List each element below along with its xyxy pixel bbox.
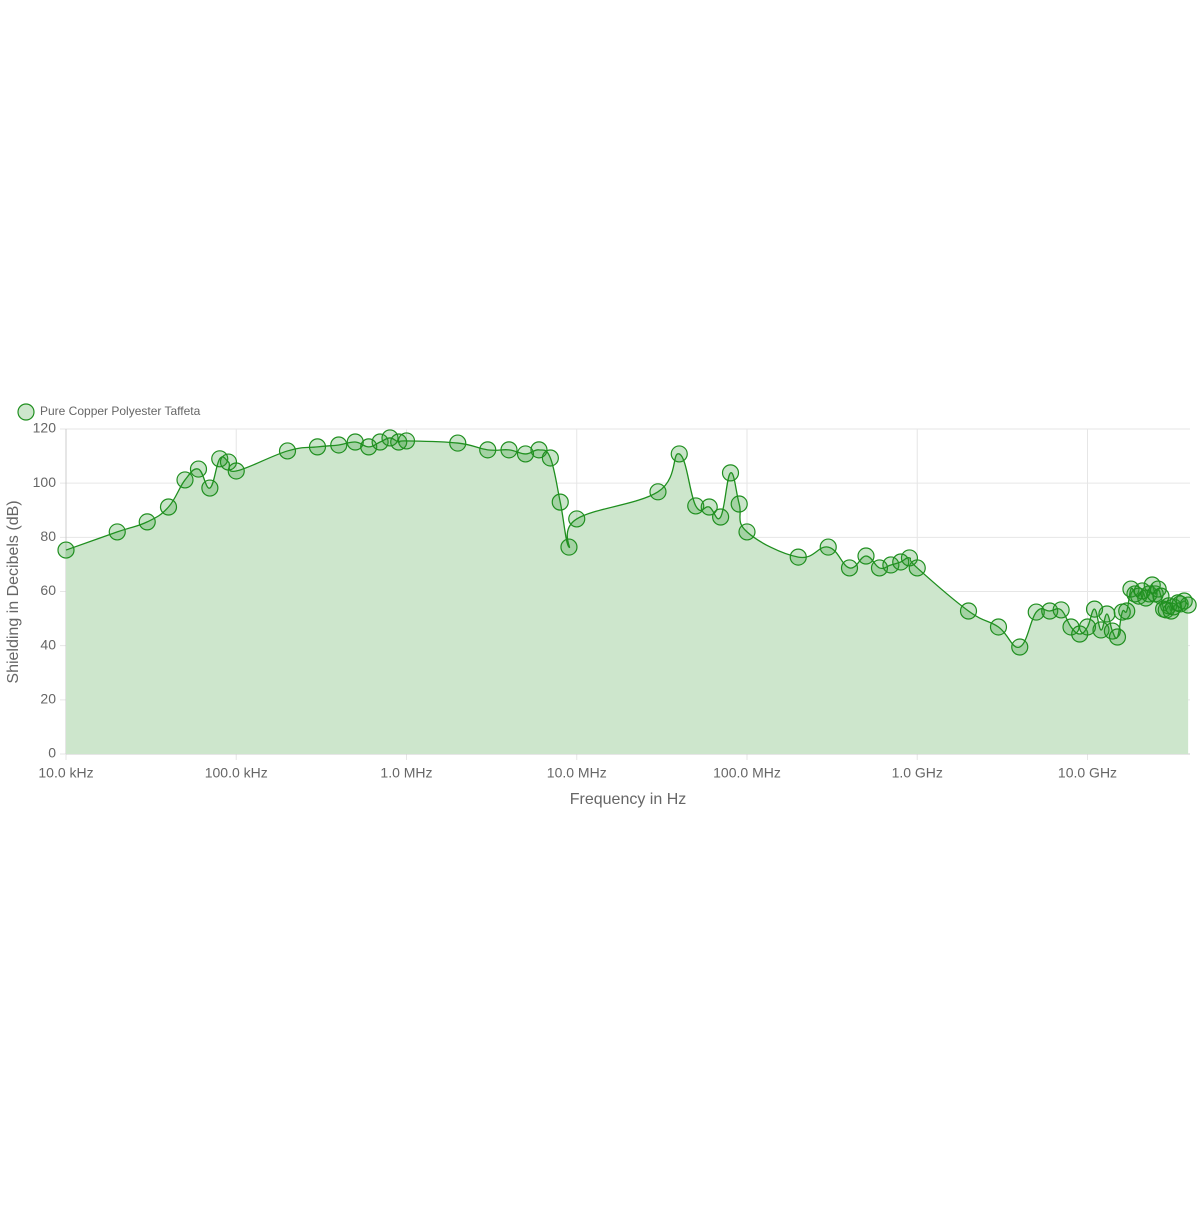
data-point (959, 602, 978, 620)
x-tick-label: 100.0 MHz (713, 765, 781, 781)
data-point (57, 541, 75, 559)
data-point (551, 493, 569, 511)
data-point (1027, 603, 1045, 621)
data-point (670, 445, 688, 463)
data-point (176, 471, 194, 489)
data-point (201, 479, 219, 497)
area-fill (66, 437, 1189, 754)
y-axis-title: Shielding in Decibels (dB) (5, 500, 22, 683)
data-point (730, 495, 748, 513)
data-point (892, 553, 910, 571)
data-point (189, 460, 208, 478)
data-point (568, 510, 586, 528)
data-point (479, 441, 497, 459)
data-point (712, 508, 730, 526)
data-point (308, 438, 327, 456)
y-tick-label: 100 (33, 474, 57, 490)
data-point (227, 462, 245, 480)
data-point (138, 513, 156, 531)
data-point (159, 498, 178, 516)
y-tick-label: 60 (40, 582, 56, 598)
data-point (330, 436, 348, 454)
y-tick-label: 120 (33, 420, 57, 436)
data-point (381, 429, 399, 447)
data-point (541, 449, 559, 467)
data-point (278, 442, 297, 460)
y-tick-label: 40 (40, 636, 56, 652)
data-point (108, 523, 126, 541)
data-point (516, 445, 535, 463)
y-tick-label: 80 (40, 528, 56, 544)
data-point (346, 433, 364, 451)
data-point (211, 450, 229, 468)
data-point (1108, 628, 1127, 646)
data-point (449, 434, 467, 452)
data-point (1078, 618, 1097, 636)
data-point (857, 547, 875, 565)
legend-label: Pure Copper Polyester Taffeta (40, 404, 201, 418)
data-point (840, 559, 859, 577)
data-point (560, 538, 578, 556)
data-point (397, 432, 416, 450)
data-point (500, 441, 518, 459)
x-tick-label: 1.0 GHz (892, 765, 943, 781)
data-point (1052, 601, 1070, 619)
x-tick-label: 10.0 kHz (38, 765, 93, 781)
x-tick-label: 1.0 MHz (380, 765, 432, 781)
x-tick-label: 100.0 kHz (205, 765, 268, 781)
y-tick-label: 0 (48, 745, 56, 761)
data-point (789, 548, 807, 566)
x-tick-label: 10.0 MHz (547, 765, 607, 781)
data-point (687, 497, 705, 515)
data-point (371, 433, 389, 451)
legend-marker (17, 403, 35, 421)
data-point (738, 523, 756, 541)
data-point (882, 556, 900, 574)
data-point (989, 618, 1008, 636)
data-point (819, 538, 837, 556)
data-point (649, 483, 667, 501)
data-point (1179, 596, 1197, 614)
data-point (700, 498, 718, 516)
data-point (721, 464, 740, 482)
x-axis-title: Frequency in Hz (570, 791, 687, 808)
data-point (1118, 602, 1136, 620)
data-point (1011, 638, 1029, 656)
y-tick-label: 20 (40, 691, 56, 707)
data-point (1098, 605, 1116, 623)
x-tick-label: 10.0 GHz (1058, 765, 1117, 781)
data-point (908, 559, 926, 577)
